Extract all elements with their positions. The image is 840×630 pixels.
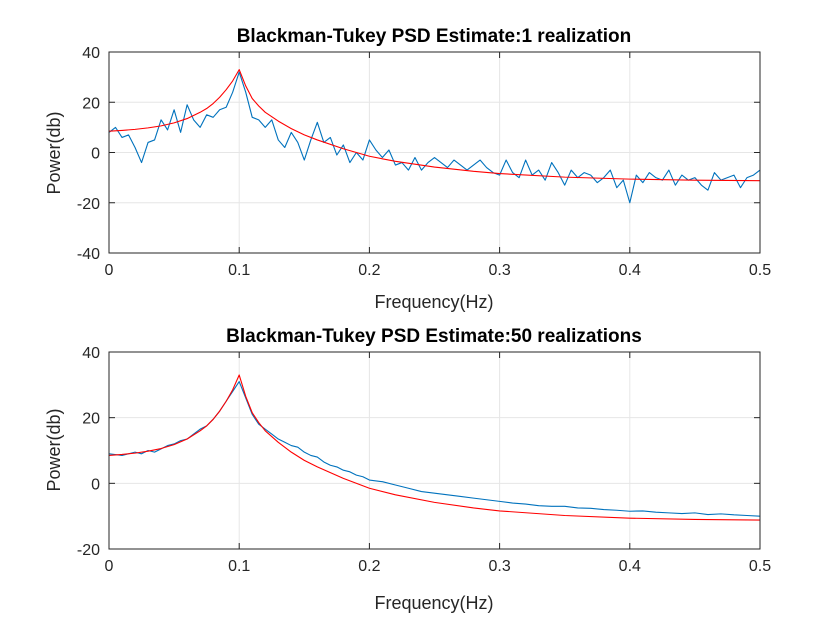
subplot-2-x-tick-label-5: 0.5 xyxy=(749,558,771,575)
subplot-1-x-tick-label-3: 0.3 xyxy=(488,262,510,279)
subplot-1-y-tick-label-3: 20 xyxy=(82,95,100,112)
subplot-2-x-tick-label-0: 0 xyxy=(105,558,114,575)
subplot-1-xlabel: Frequency(Hz) xyxy=(374,292,493,312)
subplot-2-y-tick-label-1: 0 xyxy=(91,476,100,493)
subplot-1-y-tick-label-1: -20 xyxy=(77,196,100,213)
subplot-1-ylabel: Power(db) xyxy=(44,111,64,194)
subplot-2-y-tick-label-3: 40 xyxy=(82,345,100,362)
subplot-2-series-2-line xyxy=(108,374,761,521)
subplot-2-x-tick-label-3: 0.3 xyxy=(488,558,510,575)
subplot-2: Blackman-Tukey PSD Estimate:50 realizati… xyxy=(44,326,771,613)
subplot-2-y-tick-label-0: -20 xyxy=(77,542,100,559)
subplot-1-x-tick-label-2: 0.2 xyxy=(358,262,380,279)
subplot-1-series-2-line xyxy=(108,69,761,182)
subplot-1-x-tick-label-5: 0.5 xyxy=(749,262,771,279)
subplot-1: Blackman-Tukey PSD Estimate:1 realizatio… xyxy=(44,26,771,312)
subplot-1-series-1-line xyxy=(108,71,761,204)
subplot-2-ylabel: Power(db) xyxy=(44,408,64,491)
subplot-1-title: Blackman-Tukey PSD Estimate:1 realizatio… xyxy=(237,26,632,47)
subplot-1-y-tick-label-0: -40 xyxy=(77,246,100,263)
subplot-1-y-tick-label-4: 40 xyxy=(82,45,100,62)
subplot-2-plot-area xyxy=(109,352,760,549)
subplot-2-x-tick-label-2: 0.2 xyxy=(358,558,380,575)
subplot-1-y-tick-label-2: 0 xyxy=(91,146,100,163)
subplot-1-x-tick-label-0: 0 xyxy=(105,262,114,279)
subplot-1-x-tick-label-4: 0.4 xyxy=(619,262,641,279)
subplot-2-y-tick-label-2: 20 xyxy=(82,411,100,428)
subplot-2-x-tick-label-1: 0.1 xyxy=(228,558,250,575)
subplot-1-x-tick-label-1: 0.1 xyxy=(228,262,250,279)
subplot-2-axes-frame xyxy=(108,351,761,550)
subplot-2-series-1-line xyxy=(108,381,761,517)
subplot-2-x-tick-label-4: 0.4 xyxy=(619,558,641,575)
subplot-2-title: Blackman-Tukey PSD Estimate:50 realizati… xyxy=(226,326,642,347)
subplot-2-xlabel: Frequency(Hz) xyxy=(374,593,493,613)
